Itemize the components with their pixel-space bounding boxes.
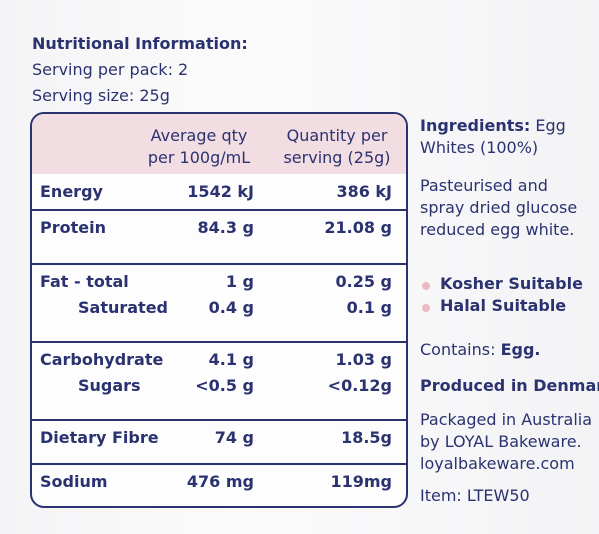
description: reduced egg white. [420, 220, 575, 239]
serving-per-pack: Serving per pack: 2 [32, 60, 189, 79]
nutrient-name: Sodium [40, 472, 108, 491]
per-serving: 21.08 g [324, 218, 392, 237]
serving-size: Serving size: 25g [32, 86, 170, 105]
contains: Contains: Egg. [420, 340, 541, 360]
badge: Kosher Suitable [440, 274, 583, 293]
per-100g: 84.3 g [197, 218, 255, 237]
per-100g: 0.4 g [208, 298, 254, 317]
per-100g: 1 g [225, 272, 254, 291]
item: Item: LTEW50 [420, 486, 530, 505]
nutrient-name: Protein [40, 218, 106, 237]
per-100g: 4.1 g [208, 350, 254, 369]
per-serving: 18.5g [341, 428, 392, 447]
per-100g: 476 mg [186, 472, 254, 491]
badge-dot [422, 282, 430, 290]
per-100g: <0.5 g [195, 376, 254, 395]
row-separator [32, 209, 406, 211]
nutrient-name: Carbohydrate [40, 350, 164, 369]
ingredients: Ingredients: Egg [420, 116, 566, 136]
per-serving: 0.1 g [346, 298, 392, 317]
column-heading: Quantity per [286, 126, 388, 145]
badge: Halal Suitable [440, 296, 567, 315]
nutrient-name: Sugars [78, 376, 141, 395]
ingredients-text: Egg [530, 116, 566, 135]
allergen: Egg. [500, 340, 541, 359]
row-separator [32, 341, 406, 343]
nutrient-name: Dietary Fibre [40, 428, 159, 447]
table-header-band [32, 114, 406, 174]
per-serving: 386 kJ [336, 182, 392, 201]
per-100g: 1542 kJ [187, 182, 254, 201]
description: spray dried glucose [420, 198, 578, 217]
nutrient-name: Fat - total [40, 272, 129, 291]
badge-dot [422, 304, 430, 312]
per-serving: 119mg [330, 472, 392, 491]
produced: Produced in Denmark. [420, 376, 599, 395]
per-100g: 74 g [214, 428, 254, 447]
per-serving: 1.03 g [335, 350, 393, 369]
contains-label: Contains: [420, 340, 501, 359]
packaged: loyalbakeware.com [420, 454, 575, 473]
ingredients-label: Ingredients: [420, 116, 531, 135]
title: Nutritional Information: [32, 34, 248, 53]
row-separator [32, 419, 406, 421]
ingredients-text: Whites (100%) [420, 138, 539, 157]
per-serving: 0.25 g [335, 272, 393, 291]
packaged: by LOYAL Bakeware. [420, 432, 582, 451]
per-serving: <0.12g [327, 376, 392, 395]
nutrition-table: Average qty per 100g/mL Quantity per servin… [30, 112, 408, 508]
column-heading: Average qty [150, 126, 248, 145]
nutrient-name: Saturated [78, 298, 168, 317]
description: Pasteurised and [420, 176, 548, 195]
packaged: Packaged in Australia [420, 410, 593, 429]
row-separator [32, 463, 406, 465]
nutrient-name: Energy [40, 182, 103, 201]
column-heading: per 100g/mL [147, 148, 251, 167]
row-separator [32, 263, 406, 265]
column-heading: serving (25g) [283, 148, 391, 167]
